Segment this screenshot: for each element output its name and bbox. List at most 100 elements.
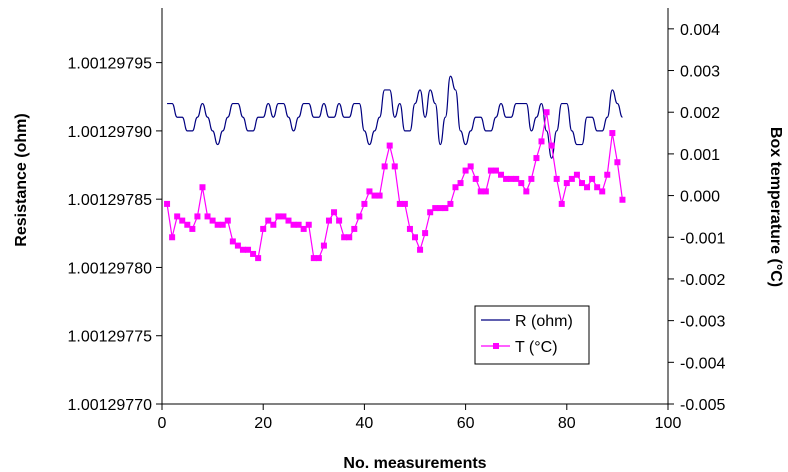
temperature-point [437,205,444,212]
y-left-tick-label: 1.00129770 [67,397,152,414]
y-right-tick-label: 0.003 [680,64,720,81]
temperature-point [442,205,449,212]
temperature-point [224,217,231,224]
temperature-point [482,188,489,195]
temperature-point [467,163,474,170]
x-tick-label: 60 [457,415,475,432]
x-tick-label: 40 [356,415,374,432]
temperature-point [548,142,555,149]
y-axis-left-title: Resistance (ohm) [13,113,30,246]
temperature-point [275,213,282,220]
temperature-point [614,159,621,166]
y-left-tick-label: 1.00129775 [67,329,152,346]
temperature-point [462,167,469,174]
legend-box [474,305,590,365]
temperature-point [346,234,353,241]
temperature-point [174,213,181,220]
y-right-tick-label: -0.001 [680,230,725,247]
y-right-tick-label: 0.004 [680,22,720,39]
temperature-point [528,175,535,182]
temperature-point [386,142,393,149]
temperature-point [498,171,505,178]
temperature-point [558,200,565,207]
temperature-point [361,200,368,207]
series-line-temperature [166,112,624,260]
temperature-point [523,188,530,195]
temperature-point [503,175,510,182]
y-right-tick-label: -0.003 [680,314,725,331]
temperature-point [260,225,267,232]
temperature-point [209,217,216,224]
temperature-point [179,217,186,224]
temperature-point [427,209,434,216]
x-axis-title: No. measurements [343,455,486,472]
temperature-point [290,221,297,228]
temperature-point [164,200,171,207]
temperature-point [553,175,560,182]
temperature-point [457,180,464,187]
temperature-point [169,234,176,241]
y-axis-right-title: Box temperature (°C) [767,127,784,287]
temperature-point [255,255,262,262]
temperature-point [204,213,211,220]
temperature-point [518,180,525,187]
temperature-point [412,234,418,241]
temperature-point [325,217,332,224]
temperature-point [533,155,540,162]
temperature-point [265,217,272,224]
temperature-point [573,171,580,178]
temperature-point [447,200,454,207]
legend-label-r: R (ohm) [515,313,573,330]
temperature-point [229,238,236,245]
temperature-point [594,184,601,191]
y-left-tick-label: 1.00129785 [67,192,152,209]
x-tick-label: 80 [558,415,576,432]
temperature-point [234,242,241,249]
temperature-point [406,225,413,232]
temperature-point [381,163,388,170]
temperature-point [589,175,596,182]
temperature-point [599,188,606,195]
temperature-point [305,221,312,228]
temperature-point [417,246,424,253]
temperature-point [472,175,479,182]
temperature-point [310,255,317,262]
y-left-tick-label: 1.00129780 [67,260,152,277]
temperature-point [513,175,520,182]
temperature-point [371,192,378,199]
temperature-point [214,221,221,228]
temperature-point [376,192,383,199]
temperature-point [315,255,322,262]
legend-marker-t [493,343,499,349]
temperature-point [351,225,358,232]
temperature-point [538,138,545,145]
y-right-tick-label: 0.002 [680,105,720,122]
x-tick-label: 20 [254,415,272,432]
temperature-point [250,250,257,257]
temperature-point [487,167,494,174]
temperature-point [391,163,398,170]
temperature-point [295,221,302,228]
temperature-point [336,217,343,224]
temperature-point [432,205,439,212]
temperature-point [578,180,585,187]
y-right-tick-label: -0.002 [680,272,725,289]
legend: R (ohm) T (°C) [474,305,590,365]
temperature-point [239,246,246,253]
temperature-point [184,221,191,228]
temperature-point [331,209,338,216]
temperature-point [492,167,499,174]
temperature-point [341,234,348,241]
y-left-tick-label: 1.00129790 [67,124,152,141]
temperature-point [245,246,252,253]
temperature-point [280,213,287,220]
temperature-point [563,180,570,187]
temperature-point [189,225,196,232]
legend-label-t: T (°C) [515,339,558,356]
y-right-tick-label: -0.005 [680,397,725,414]
temperature-point [604,171,611,178]
temperature-point [366,188,373,195]
y-left-tick-label: 1.00129795 [67,56,152,73]
temperature-point [356,213,363,220]
temperature-point [219,221,226,228]
